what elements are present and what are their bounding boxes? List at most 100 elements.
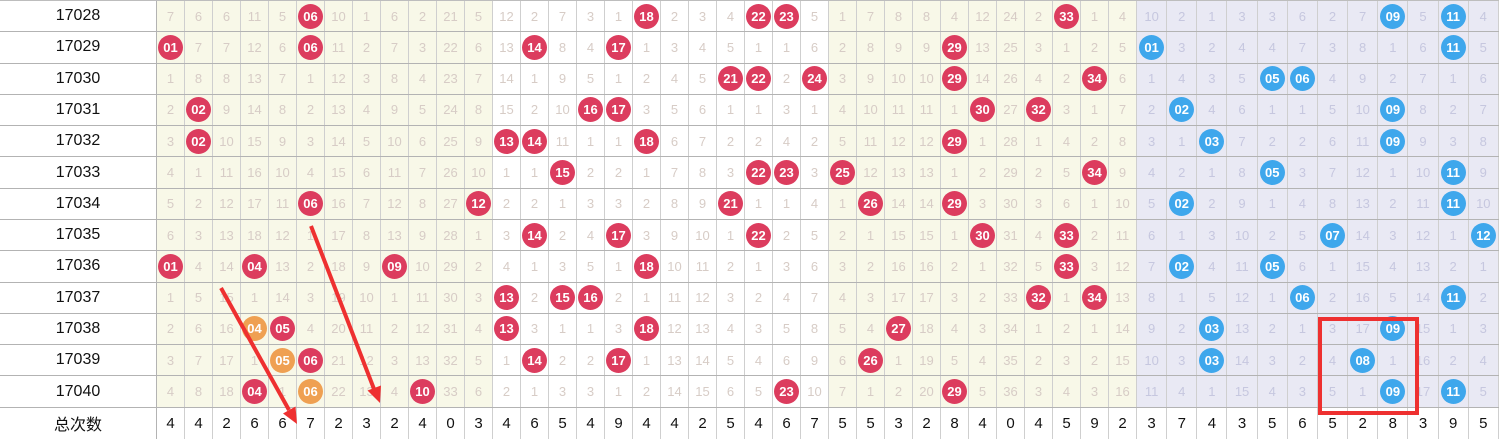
period-label: 17032 (0, 126, 157, 157)
blue-ball: 06 (1289, 66, 1315, 92)
back-cell: 1 (1137, 63, 1168, 94)
red-ball: 29 (942, 66, 967, 92)
back-cell: 01 (1137, 32, 1168, 63)
back-cell: 11 (1408, 188, 1439, 219)
front-cell: 13 (213, 220, 241, 251)
front-cell: 17 (605, 345, 633, 376)
back-cell: 1 (1287, 313, 1318, 345)
red-ball: 06 (298, 3, 323, 29)
front-cell: 2 (521, 282, 549, 313)
back-cell: 05 (1257, 157, 1288, 188)
front-cell: 11 (241, 1, 269, 32)
front-cell: 6 (465, 376, 493, 407)
front-cell: 16 (213, 313, 241, 345)
front-cell: 2 (1081, 345, 1109, 376)
back-cell: 11 (1438, 1, 1469, 32)
front-cell: 3 (661, 32, 689, 63)
front-cell: 11 (661, 282, 689, 313)
totals-row: 总次数 4 4 2 6 6 7 2 3 2 4 0 3 4 6 5 4 9 4 4 2 5 4 6 7 5 5 3 2 8 4 0 4 5 9 2 3 7… (0, 407, 1499, 439)
front-cell: 1 (857, 220, 885, 251)
front-cell: 4 (353, 94, 381, 126)
front-cell: 1 (157, 63, 185, 94)
back-cell: 03 (1197, 313, 1228, 345)
front-cell: 9 (885, 32, 913, 63)
front-cell: 12 (689, 282, 717, 313)
back-cell: 1 (1287, 94, 1318, 126)
front-cell: 1 (549, 188, 577, 219)
blue-ball: 02 (1169, 253, 1195, 279)
red-ball: 29 (942, 379, 967, 405)
front-cell: 1 (773, 32, 801, 63)
front-cell: 05 (269, 345, 297, 376)
back-cell: 5 (1378, 282, 1409, 313)
front-cell: 3 (185, 220, 213, 251)
front-cell: 14 (913, 188, 941, 219)
front-cell: 10 (269, 157, 297, 188)
total-front-cell: 6 (241, 407, 269, 439)
red-ball: 17 (606, 222, 631, 248)
front-cell: 2 (745, 282, 773, 313)
total-front-cell: 5 (829, 407, 857, 439)
back-cell: 3 (1257, 1, 1288, 32)
front-cell: 32 (1025, 282, 1053, 313)
red-ball: 16 (578, 97, 603, 123)
back-cell: 1 (1468, 251, 1499, 282)
back-cell: 08 (1348, 345, 1379, 376)
back-cell: 4 (1197, 251, 1228, 282)
front-cell: 3 (857, 282, 885, 313)
front-cell: 9 (857, 63, 885, 94)
front-cell: 16 (913, 251, 941, 282)
back-cell: 1 (1438, 220, 1469, 251)
front-cell: 36 (997, 376, 1025, 407)
front-cell: 4 (829, 94, 857, 126)
blue-ball: 11 (1440, 191, 1466, 217)
back-cell: 2 (1287, 126, 1318, 157)
front-cell: 14 (241, 94, 269, 126)
red-ball: 33 (1054, 222, 1079, 248)
front-cell: 31 (437, 313, 465, 345)
front-cell: 14 (885, 188, 913, 219)
front-cell: 12 (269, 220, 297, 251)
period-label: 17037 (0, 282, 157, 313)
back-cell: 03 (1197, 126, 1228, 157)
front-cell: 1 (605, 251, 633, 282)
period-label: 17028 (0, 1, 157, 32)
back-cell: 2 (1317, 282, 1349, 313)
front-cell: 11 (689, 251, 717, 282)
front-cell: 13 (493, 32, 521, 63)
front-cell: 10 (325, 1, 353, 32)
blue-ball: 09 (1380, 97, 1406, 123)
front-cell: 3 (773, 94, 801, 126)
front-cell: 3 (1081, 251, 1109, 282)
front-cell: 21 (325, 345, 353, 376)
blue-ball: 02 (1169, 191, 1195, 217)
front-cell: 1 (941, 157, 969, 188)
front-cell: 2 (773, 63, 801, 94)
front-cell: 4 (157, 157, 185, 188)
front-cell: 5 (941, 345, 969, 376)
front-cell: 18 (633, 251, 661, 282)
back-cell: 4 (1468, 345, 1499, 376)
back-cell: 5 (1137, 188, 1168, 219)
blue-ball: 11 (1440, 34, 1466, 60)
front-cell: 2 (717, 251, 745, 282)
front-cell: 4 (577, 220, 605, 251)
front-cell: 10 (549, 94, 577, 126)
total-front-cell: 4 (185, 407, 213, 439)
front-cell: 4 (773, 282, 801, 313)
front-cell: 5 (969, 376, 997, 407)
front-cell: 6 (717, 376, 745, 407)
front-cell: 3 (689, 1, 717, 32)
total-front-cell: 4 (745, 407, 773, 439)
red-ball: 17 (606, 347, 631, 373)
red-ball: 21 (718, 191, 743, 217)
front-cell: 12 (493, 1, 521, 32)
front-cell: 11 (381, 157, 409, 188)
front-cell: 24 (801, 63, 829, 94)
back-cell: 2 (1257, 126, 1288, 157)
back-cell: 3 (1167, 345, 1198, 376)
front-cell: 4 (857, 313, 885, 345)
front-cell: 4 (717, 313, 745, 345)
front-cell: 10 (409, 251, 437, 282)
front-cell: 12 (661, 313, 689, 345)
